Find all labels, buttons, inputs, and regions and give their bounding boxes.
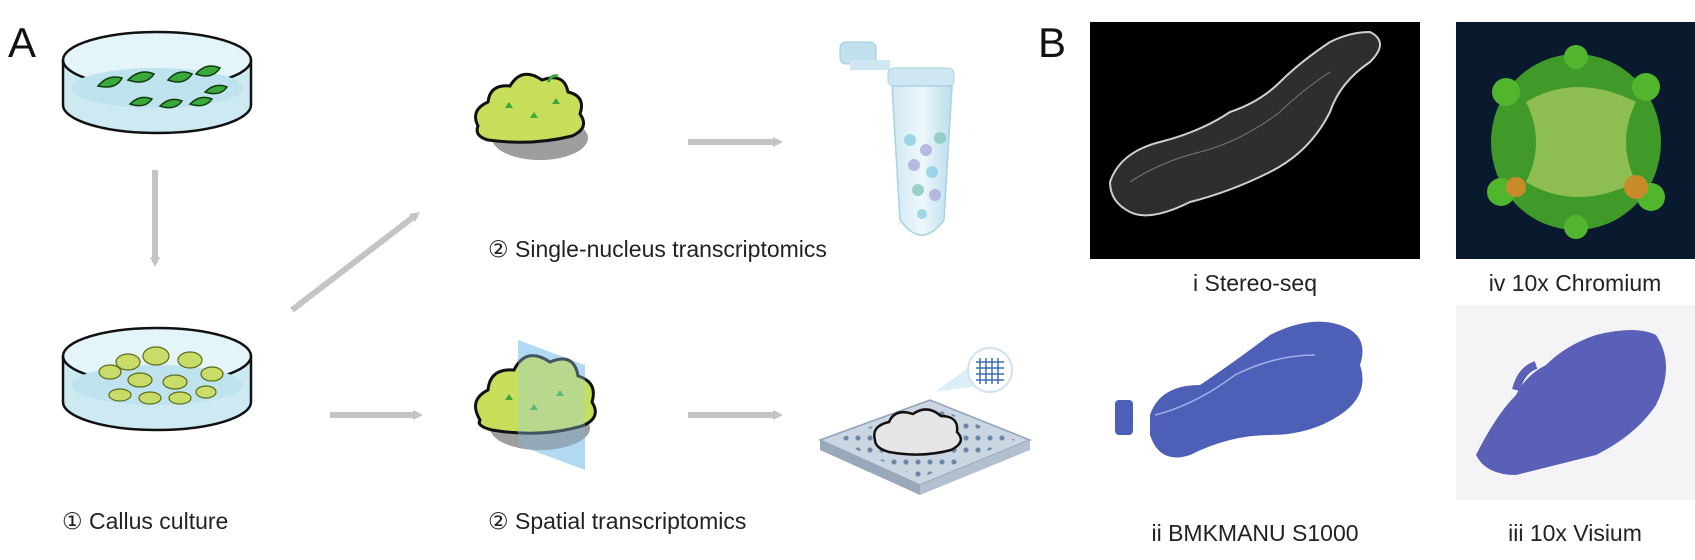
spatial-chip bbox=[818, 347, 1032, 495]
arrow-diagonal bbox=[290, 211, 420, 313]
caption-spatial: ② Spatial transcriptomics bbox=[488, 508, 747, 534]
caption-10x-chromium: iv 10x Chromium bbox=[1488, 270, 1662, 296]
caption-stereo-seq: i Stereo-seq bbox=[1192, 270, 1317, 296]
caption-callus-culture: ① Callus culture bbox=[62, 508, 229, 534]
petri-dish-calli bbox=[61, 326, 253, 432]
image-bmkmanu-s1000 bbox=[1095, 300, 1415, 500]
microcentrifuge-tube bbox=[839, 41, 955, 236]
panel-b-letter: B bbox=[1038, 19, 1067, 66]
image-stereo-seq bbox=[1090, 22, 1420, 259]
callus-single-nucleus bbox=[474, 72, 588, 160]
caption-10x-visium: iii 10x Visium bbox=[1508, 520, 1642, 546]
callus-spatial bbox=[474, 340, 597, 470]
petri-dish-leaves bbox=[61, 30, 253, 135]
panel-a-letter: A bbox=[8, 19, 37, 66]
image-10x-visium bbox=[1456, 305, 1695, 500]
caption-single-nucleus: ② Single-nucleus transcriptomics bbox=[488, 236, 827, 262]
image-10x-chromium bbox=[1456, 22, 1695, 259]
caption-bmkmanu-s1000: ii BMKMANU S1000 bbox=[1151, 520, 1359, 546]
